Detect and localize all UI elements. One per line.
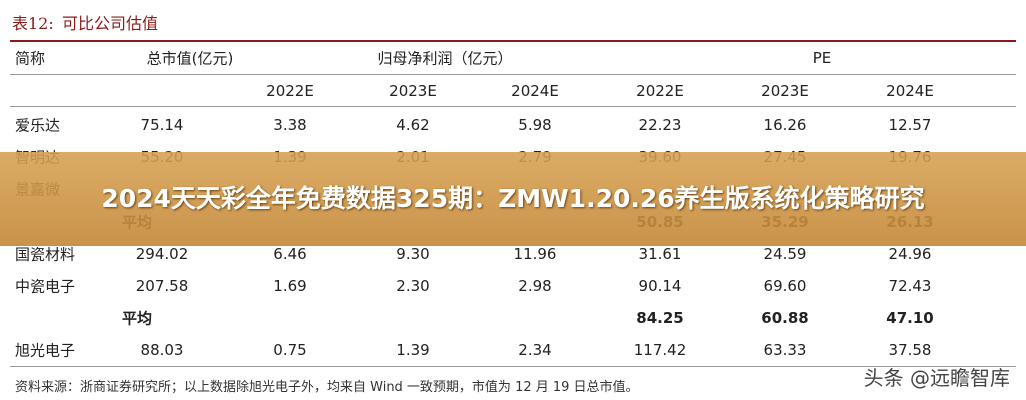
rule (10, 40, 1016, 42)
sub-header: 2023E (389, 82, 437, 100)
cell: 63.33 (763, 341, 807, 360)
cell: 60.88 (761, 309, 809, 328)
rule (10, 366, 1016, 367)
cell: 3.38 (273, 116, 307, 134)
group-header: PE (812, 49, 832, 67)
sub-header: 2023E (761, 82, 809, 100)
cell: 9.30 (396, 244, 430, 263)
group-header: 归母净利润（亿元） (377, 49, 513, 68)
cell: 12.57 (888, 116, 932, 134)
banner-text: 2024天天彩全年免费数据325期：ZMW1.20.26养生版系统化策略研究 (101, 184, 925, 213)
cell: 24.59 (763, 244, 807, 263)
table-title: 可比公司估值 (62, 14, 159, 33)
cell: 16.26 (763, 116, 807, 134)
cell: 88.03 (140, 341, 184, 360)
table-label: 表12: (12, 14, 54, 33)
cell: 72.43 (888, 277, 932, 295)
banner: 2024天天彩全年免费数据325期：ZMW1.20.26养生版系统化策略研究 (0, 152, 1026, 246)
cell: 2.98 (518, 277, 552, 295)
cell: 31.61 (638, 244, 682, 263)
sub-header: 2022E (266, 82, 314, 100)
cell: 6.46 (273, 244, 307, 263)
cell: 84.25 (636, 309, 684, 328)
row-label: 中瓷电子 (15, 277, 76, 296)
cell: 2.30 (396, 277, 430, 295)
cell: 47.10 (886, 309, 934, 328)
row-label: 国瓷材料 (15, 245, 76, 264)
rule (10, 74, 1016, 75)
sub-header: 2024E (511, 82, 559, 100)
cell: 0.75 (273, 341, 307, 360)
cell: 294.02 (135, 244, 189, 263)
cell: 22.23 (638, 116, 682, 134)
cell: 37.58 (888, 341, 932, 360)
sub-header: 2022E (636, 82, 684, 100)
cell: 1.69 (273, 277, 307, 295)
cell: 2.34 (518, 341, 552, 360)
row-label: 平均 (122, 309, 153, 328)
group-header: 总市值(亿元) (146, 49, 234, 68)
watermark: 头条 @远瞻智库 (863, 366, 1010, 390)
rule (10, 106, 1016, 107)
cell: 207.58 (135, 277, 189, 295)
cell: 117.42 (633, 341, 687, 360)
source-note: 资料来源：浙商证券研究所；以上数据除旭光电子外，均来自 Wind 一致预期，市值… (15, 380, 639, 395)
group-header: 简称 (15, 49, 46, 68)
row-label: 爱乐达 (15, 116, 61, 135)
cell: 5.98 (518, 116, 552, 134)
cell: 11.96 (513, 244, 557, 263)
row-label: 旭光电子 (15, 341, 76, 360)
cell: 4.62 (396, 116, 430, 134)
cell: 75.14 (140, 116, 184, 134)
sub-header: 2024E (886, 82, 934, 100)
cell: 1.39 (396, 341, 430, 360)
cell: 90.14 (638, 277, 682, 295)
cell: 69.60 (763, 277, 807, 295)
cell: 24.96 (888, 244, 932, 263)
